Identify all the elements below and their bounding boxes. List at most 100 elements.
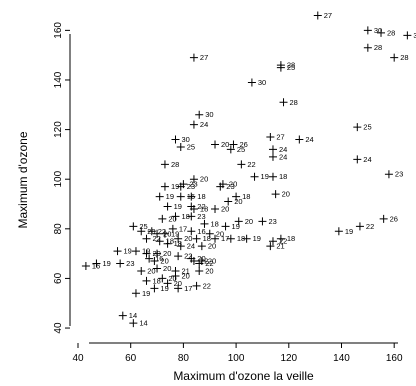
data-point: 19 [221, 222, 240, 231]
point-label: 18 [287, 234, 295, 243]
data-point: 19 [163, 202, 182, 211]
point-label: 18 [203, 234, 211, 243]
point-marker [211, 140, 220, 149]
point-label: 17 [179, 224, 187, 233]
data-point: 24 [189, 120, 208, 129]
point-marker [150, 284, 159, 293]
data-point: 20 [150, 257, 169, 266]
data-point: 23 [384, 170, 403, 179]
data-point: 22 [355, 222, 374, 231]
data-point: 22 [237, 160, 256, 169]
point-marker [131, 247, 140, 256]
point-label: 20 [163, 229, 171, 238]
data-point: 19 [155, 192, 174, 201]
point-marker [189, 175, 198, 184]
point-marker [355, 222, 364, 231]
data-point: 16 [81, 262, 100, 271]
data-point: 19 [150, 284, 169, 293]
data-point: 18 [232, 192, 250, 201]
point-marker [92, 259, 101, 268]
data-point: 30 [403, 31, 416, 40]
point-label: 30 [258, 78, 266, 87]
point-label: 27 [200, 53, 208, 62]
data-point: 14 [118, 311, 137, 320]
y-axis-title: Maximum d'ozone [16, 131, 30, 228]
data-point: 18 [187, 192, 206, 201]
data-point: 20 [153, 249, 171, 258]
data-point: 18 [200, 219, 219, 228]
point-label: 20 [221, 140, 229, 149]
point-label: 22 [247, 160, 255, 169]
data-point: 16 [187, 227, 206, 236]
data-point: 18 [192, 234, 211, 243]
data-point: 20 [234, 217, 253, 226]
point-marker [379, 214, 388, 223]
data-point: 26 [229, 140, 248, 149]
x-tick-label: 40 [72, 353, 84, 364]
point-label: 23 [197, 212, 205, 221]
data-point: 17 [174, 284, 192, 293]
point-marker [187, 254, 196, 263]
point-marker [250, 172, 259, 181]
point-marker [187, 227, 196, 236]
point-marker [187, 212, 196, 221]
point-marker [137, 227, 146, 236]
point-marker [247, 78, 256, 87]
point-label: 28 [374, 43, 382, 52]
point-marker [195, 266, 204, 275]
data-point: 20 [224, 197, 243, 206]
data-point: 30 [171, 135, 190, 144]
point-label: 20 [221, 204, 229, 213]
point-label: 19 [171, 229, 179, 238]
point-label: 22 [366, 222, 374, 231]
data-point: 22 [268, 237, 287, 246]
x-tick-label: 80 [178, 353, 190, 364]
point-marker [363, 43, 372, 52]
point-marker [276, 234, 285, 243]
point-label: 21 [181, 266, 189, 275]
point-label: 23 [187, 182, 195, 191]
data-point: 28 [160, 160, 179, 169]
point-marker [363, 26, 372, 35]
point-label: 30 [413, 31, 416, 40]
data-point: 19 [160, 229, 179, 238]
point-label: 17 [221, 234, 229, 243]
point-marker [334, 227, 343, 236]
point-label: 23 [126, 259, 134, 268]
point-marker [377, 28, 386, 37]
point-marker [266, 242, 275, 251]
data-point: 20 [158, 274, 177, 283]
point-marker [221, 222, 230, 231]
point-label: 19 [124, 247, 132, 256]
point-marker [171, 135, 180, 144]
point-label: 20 [282, 190, 290, 199]
data-point: 18 [189, 204, 208, 213]
point-marker [129, 222, 138, 231]
data-point: 22 [195, 259, 214, 268]
data-point: 20 [158, 214, 177, 223]
data-point: 20 [153, 229, 171, 238]
point-label: 20 [234, 197, 242, 206]
point-label: 20 [200, 175, 208, 184]
data-point: 20 [195, 266, 214, 275]
data-point: 22 [192, 281, 211, 290]
point-label: 22 [158, 227, 166, 236]
point-marker [176, 242, 185, 251]
point-label: 24 [363, 155, 371, 164]
point-marker [150, 257, 159, 266]
point-marker [211, 204, 220, 213]
point-marker [390, 53, 399, 62]
point-marker [174, 252, 183, 261]
point-marker [189, 53, 198, 62]
point-marker [145, 254, 154, 263]
point-marker [211, 234, 220, 243]
point-marker [268, 172, 277, 181]
point-label: 20 [229, 180, 237, 189]
point-marker [242, 234, 251, 243]
data-point: 18 [226, 234, 245, 243]
point-label: 19 [261, 172, 269, 181]
point-marker [113, 247, 122, 256]
data-point: 30 [363, 26, 382, 35]
data-point: 19 [334, 227, 353, 236]
